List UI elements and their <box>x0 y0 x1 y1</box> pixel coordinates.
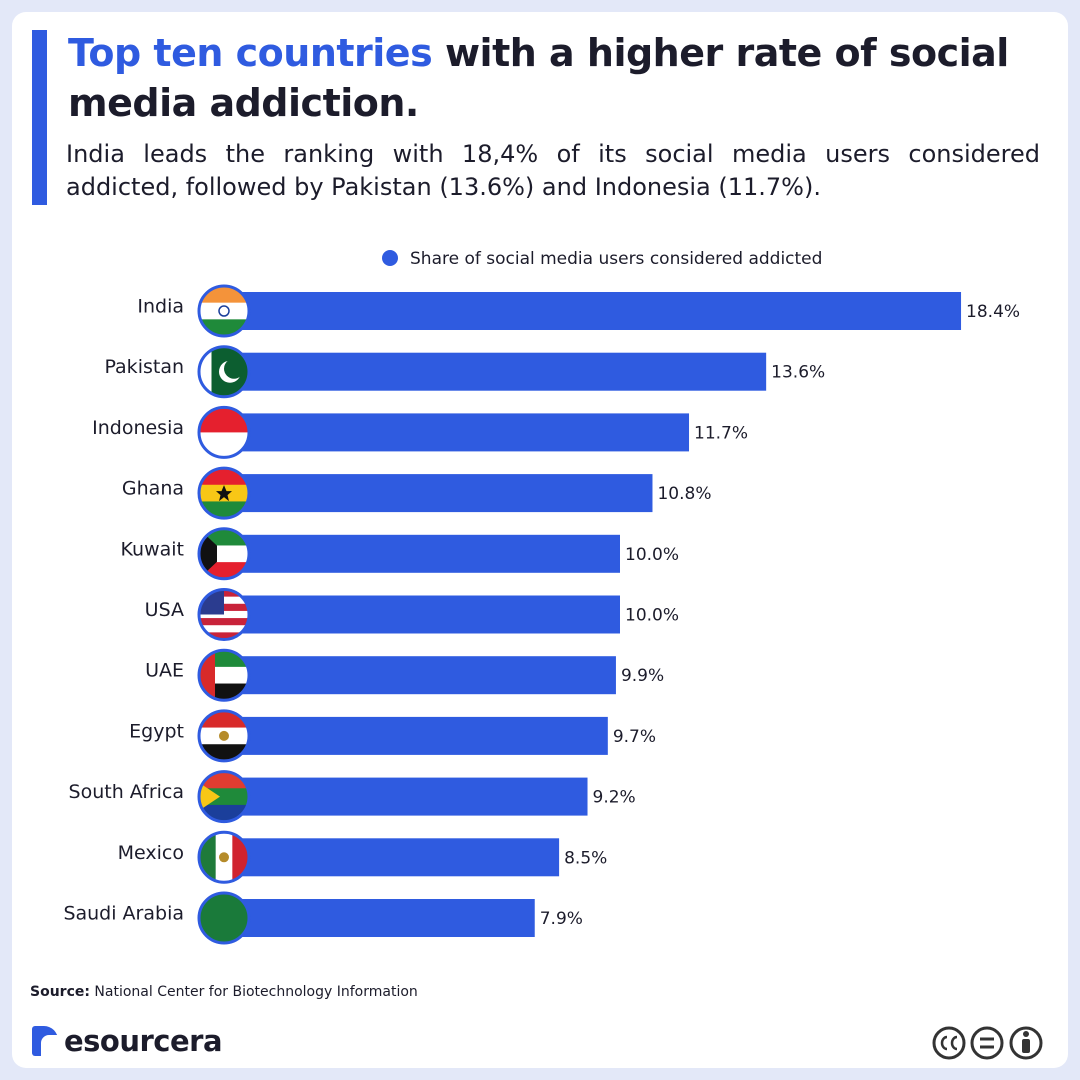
flag-border <box>197 770 251 824</box>
bar <box>214 595 620 634</box>
bar <box>214 534 620 573</box>
value-label: 7.9% <box>540 909 583 929</box>
flag-stripe <box>211 346 225 397</box>
logo-text: esourcera <box>64 1024 223 1058</box>
flag-border <box>197 345 251 399</box>
flag-y <box>199 782 220 811</box>
flag-border <box>197 527 251 581</box>
flag-emblem <box>219 852 229 863</box>
bar <box>214 413 690 452</box>
logo-mark <box>32 1026 58 1056</box>
category-label: Egypt <box>129 720 184 742</box>
flag-border <box>197 709 251 763</box>
subtitle: India leads the ranking with 18,4% of it… <box>66 140 1040 201</box>
value-label: 10.0% <box>625 606 679 626</box>
flag-border <box>197 284 251 338</box>
category-label: USA <box>145 599 184 621</box>
title: Top ten countries with a higher rate of … <box>68 28 1048 128</box>
category-label: Ghana <box>122 478 184 500</box>
title-highlight: Top ten countries <box>68 31 433 75</box>
flag-stripe <box>199 407 249 433</box>
category-label: Indonesia <box>92 417 184 439</box>
bar <box>214 656 616 695</box>
flag-stripe <box>199 610 249 619</box>
bar <box>214 777 588 816</box>
title-rest: with a higher rate of social media addic… <box>68 31 1009 125</box>
bar <box>214 899 535 937</box>
value-label: 10.0% <box>625 545 679 565</box>
flag-border <box>197 891 251 945</box>
value-label: 18.4% <box>966 302 1020 322</box>
category-label: Saudi Arabia <box>63 903 184 925</box>
bar <box>214 474 653 513</box>
accent-bar <box>32 30 47 205</box>
flag-stripe <box>199 625 249 633</box>
legend-marker <box>382 250 398 266</box>
category-label: Pakistan <box>104 356 184 378</box>
flag-border <box>197 830 251 884</box>
flag-moon-cut <box>224 358 244 379</box>
flag-stripe <box>199 632 249 640</box>
bar <box>214 838 560 877</box>
source-text: National Center for Biotechnology Inform… <box>94 984 418 1000</box>
flag-stripe <box>199 302 249 320</box>
category-label: Mexico <box>118 842 184 864</box>
flag-border <box>197 466 251 520</box>
category-label: India <box>137 296 184 318</box>
value-label: 10.8% <box>657 484 711 504</box>
source-label: Source: <box>30 984 90 1000</box>
flag-border <box>197 588 251 641</box>
flag-emblem <box>219 730 229 741</box>
flag-stripe <box>199 432 249 458</box>
flag <box>199 346 249 397</box>
flag-border <box>197 405 251 459</box>
value-label: 8.5% <box>564 848 607 868</box>
category-label: South Africa <box>69 781 184 803</box>
bar <box>214 352 767 391</box>
value-label: 9.7% <box>613 727 656 747</box>
category-label: Kuwait <box>121 538 184 560</box>
value-label: 9.9% <box>621 666 664 686</box>
value-label: 11.7% <box>694 423 748 443</box>
flag-border <box>197 648 251 702</box>
legend-label: Share of social media users considered a… <box>410 249 822 269</box>
bar <box>214 716 608 755</box>
flag-wheel <box>218 305 230 317</box>
flag-star <box>216 485 232 502</box>
category-label: UAE <box>145 660 184 682</box>
value-label: 13.6% <box>771 363 825 383</box>
value-label: 9.2% <box>593 788 636 808</box>
flag-stripe <box>199 618 249 626</box>
bar <box>214 292 962 330</box>
source: Source: National Center for Biotechnolog… <box>30 984 418 1000</box>
